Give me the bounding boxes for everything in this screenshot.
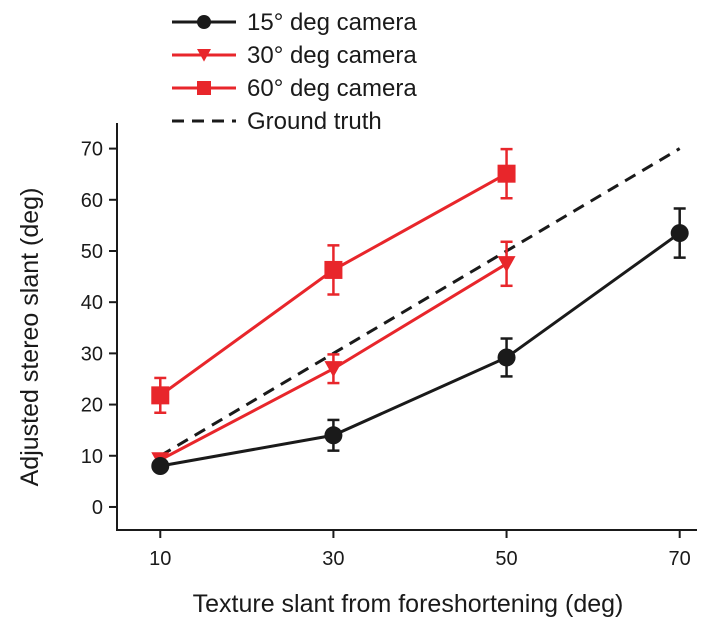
legend: 15° deg camera 30° deg camera 60° deg came… [172, 9, 417, 135]
plot-area: 0 10 20 30 40 50 60 70 10 30 50 70 [81, 123, 697, 570]
x-tick-label: 70 [669, 548, 691, 570]
legend-item: 15° deg camera [172, 9, 417, 36]
data-point [151, 386, 169, 404]
data-point [324, 426, 342, 444]
x-tick-label: 30 [322, 548, 344, 570]
y-tick-label: 50 [81, 241, 103, 263]
data-point [324, 361, 342, 377]
data-point [498, 348, 516, 366]
legend-label: 60° deg camera [247, 75, 417, 102]
legend-item: 60° deg camera [172, 75, 417, 102]
data-point [197, 15, 211, 29]
legend-label: Ground truth [247, 108, 382, 135]
legend-label: 15° deg camera [247, 9, 417, 36]
y-axis-ticks: 0 10 20 30 40 50 60 70 [81, 139, 117, 519]
y-tick-label: 40 [81, 292, 103, 314]
y-tick-label: 10 [81, 446, 103, 468]
y-tick-label: 60 [81, 190, 103, 212]
y-axis-title: Adjusted stereo slant (deg) [16, 188, 44, 487]
data-point [671, 224, 689, 242]
y-tick-label: 30 [81, 343, 103, 365]
x-axis-ticks: 10 30 50 70 [149, 530, 691, 570]
x-tick-label: 10 [149, 548, 171, 570]
data-point [324, 261, 342, 279]
x-tick-label: 50 [495, 548, 517, 570]
y-tick-label: 0 [92, 497, 103, 519]
legend-item: Ground truth [172, 108, 382, 135]
series-line [160, 233, 679, 466]
y-tick-label: 70 [81, 139, 103, 161]
legend-item: 30° deg camera [172, 42, 417, 69]
data-point [197, 81, 211, 95]
legend-label: 30° deg camera [247, 42, 417, 69]
data-point [498, 256, 516, 272]
y-tick-label: 20 [81, 395, 103, 417]
data-point [498, 165, 516, 183]
data-point [151, 457, 169, 475]
series-layer [151, 149, 688, 475]
x-axis-title: Texture slant from foreshortening (deg) [193, 590, 624, 618]
series-3 [160, 149, 679, 456]
series-line [160, 149, 679, 456]
